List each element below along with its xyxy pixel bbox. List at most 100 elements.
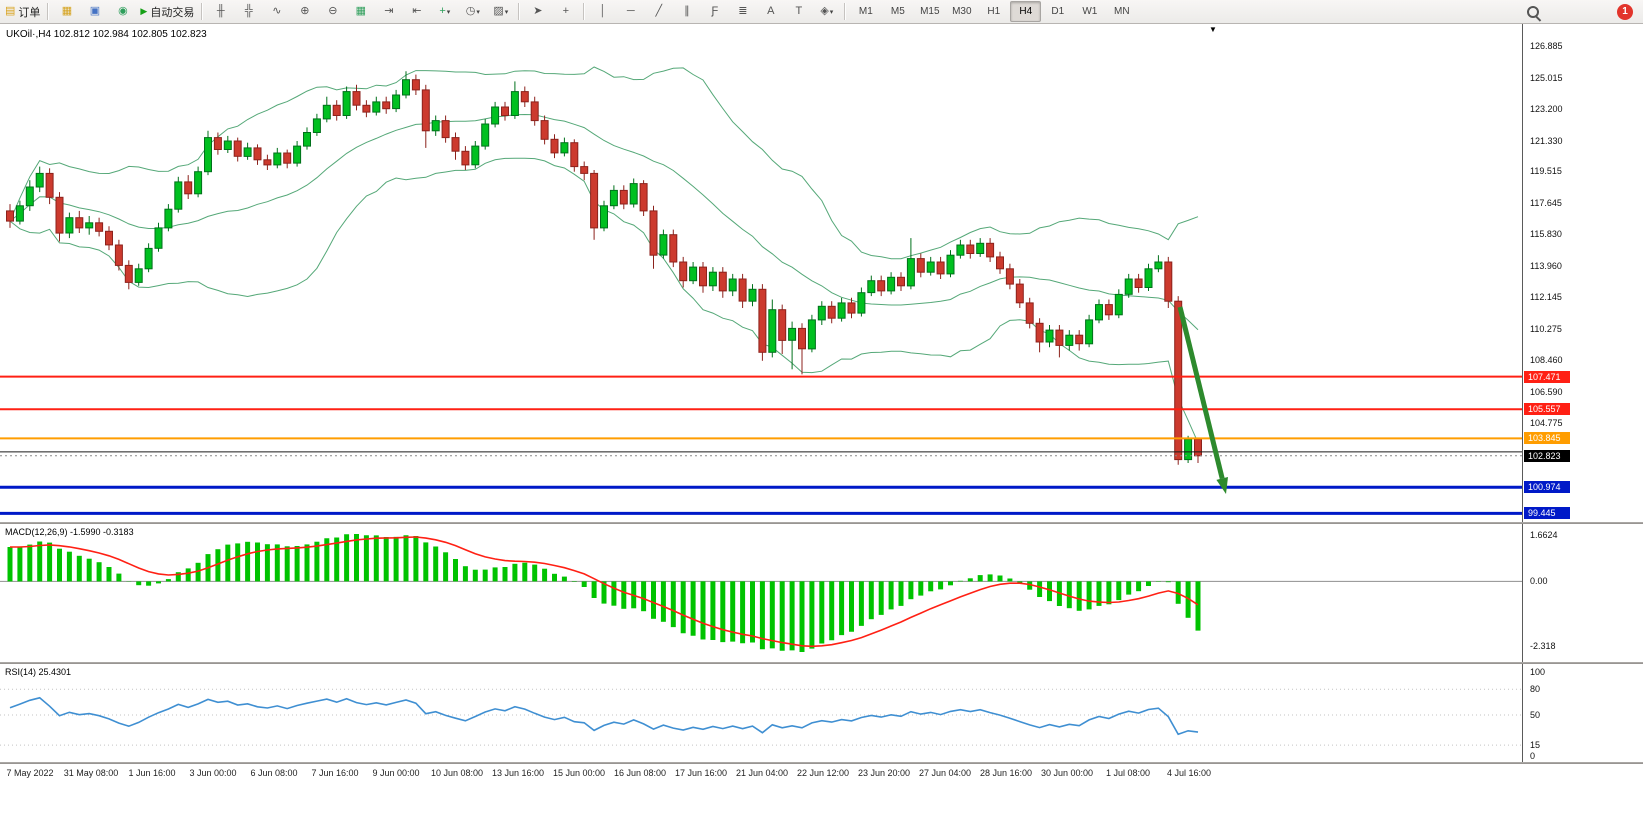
candle (1174, 296, 1183, 465)
profile-icon: ▣ (89, 5, 101, 17)
chart-end-marker-icon[interactable]: ▼ (1209, 25, 1217, 34)
candle (768, 299, 777, 358)
zoom-out-icon: ⊖ (328, 5, 338, 17)
candle (1124, 273, 1133, 298)
price-chart[interactable] (0, 24, 1522, 522)
line-chart-button[interactable]: ∿ (263, 1, 290, 22)
candle (105, 226, 113, 251)
text-button[interactable]: A (757, 1, 784, 22)
community-button[interactable]: ◉ (109, 1, 136, 22)
price-axis-label: 113.960 (1530, 261, 1562, 271)
toolbar: ▤ 订单 ▦ ▣ ◉ ▶ 自动交易 ╫ ╬ ∿ ⊕ ⊖ ▦ ⇥ ⇤ + ▾ ◷ ▾ ▨ ▾ ➤ + │ ─ ╱… (0, 0, 1643, 24)
candle (213, 132, 222, 155)
macd-axis-label: -2.318 (1530, 641, 1556, 651)
vertical-line-button[interactable]: │ (589, 1, 616, 22)
panel-divider[interactable] (0, 662, 1643, 664)
search-icon[interactable] (1524, 3, 1542, 21)
candle (233, 137, 242, 162)
candle (738, 273, 747, 308)
candle (639, 180, 648, 216)
timeframe-w1-button[interactable]: W1 (1082, 6, 1098, 17)
date-label: 9 Jun 00:00 (372, 768, 420, 778)
candlestick-chart-button[interactable]: ╬ (235, 1, 262, 22)
timeframe-m5-button[interactable]: M5 (890, 6, 905, 17)
cursor-button[interactable]: ➤ (524, 1, 551, 22)
candle (788, 321, 797, 370)
date-label: 13 Jun 16:00 (491, 768, 545, 778)
candle (996, 251, 1004, 274)
line-chart-icon: ∿ (272, 5, 282, 17)
rsi-axis-label: 0 (1530, 751, 1536, 761)
date-label: 1 Jun 16:00 (128, 768, 176, 778)
new-order-button[interactable]: ▤ 订单 (2, 1, 43, 22)
rsi-panel: RSI(14) 25.4301 100 80 50 15 0 (0, 664, 1643, 762)
price-axis-label: 115.830 (1530, 229, 1562, 239)
macd-axis[interactable]: 1.6624 0.00 -2.318 (1522, 524, 1643, 662)
candle (243, 142, 252, 160)
timeframe-m1-button[interactable]: M1 (858, 6, 873, 17)
date-label: 21 Jun 04:00 (735, 768, 789, 778)
timeframe-mn-button[interactable]: MN (1114, 6, 1130, 17)
charts-icon: ▦ (61, 5, 73, 17)
candle (501, 101, 509, 121)
bar-chart-button[interactable]: ╫ (207, 1, 234, 22)
candle (956, 239, 965, 259)
label-button[interactable]: T (785, 1, 812, 22)
candle (332, 100, 341, 121)
date-axis[interactable]: 7 May 2022 31 May 08:00 1 Jun 16:00 3 Jun 0… (0, 764, 1643, 782)
candle (35, 166, 44, 193)
candle (342, 86, 351, 119)
fibonacci-button[interactable]: Ƒ (701, 1, 728, 22)
bar-chart-icon: ╫ (216, 5, 225, 17)
macd-chart[interactable] (0, 524, 1522, 662)
auto-scroll-button[interactable]: ⇥ (375, 1, 402, 22)
crosshair-button[interactable]: + (552, 1, 579, 22)
timeframe-m15-button[interactable]: M15 (920, 6, 940, 17)
profile-button[interactable]: ▣ (81, 1, 108, 22)
price-tag: 100.974 (1524, 481, 1570, 493)
zoom-out-button[interactable]: ⊖ (319, 1, 346, 22)
timeframe-h1-button[interactable]: H1 (987, 6, 1001, 17)
candle (1075, 330, 1084, 351)
candle (263, 154, 272, 170)
price-axis[interactable]: 126.885 125.015 123.200 121.330 119.515 117.6… (1522, 24, 1643, 522)
timeframe-h4-button[interactable]: H4 (1010, 1, 1042, 22)
date-label: 27 Jun 04:00 (918, 768, 972, 778)
periods-button[interactable]: ◷ ▾ (459, 1, 486, 22)
templates-button[interactable]: ▨ ▾ (487, 1, 514, 22)
tile-windows-button[interactable]: ▦ (347, 1, 374, 22)
rsi-axis[interactable]: 100 80 50 15 0 (1522, 664, 1643, 762)
candle (471, 141, 480, 169)
dropdown-caret-icon: ▾ (476, 8, 480, 16)
trendline-button[interactable]: ╱ (645, 1, 672, 22)
arrows-button[interactable]: ◈ ▾ (813, 1, 840, 22)
candle (451, 132, 460, 160)
trend-arrow[interactable] (1177, 306, 1225, 480)
candle (817, 301, 826, 325)
shapes-button[interactable]: ≣ (729, 1, 756, 22)
horizontal-line-icon: ─ (626, 5, 635, 17)
channel-button[interactable]: ∥ (673, 1, 700, 22)
candle (25, 180, 34, 211)
candle (966, 239, 975, 259)
horizontal-line-button[interactable]: ─ (617, 1, 644, 22)
panel-divider[interactable] (0, 762, 1643, 764)
timeframe-d1-button[interactable]: D1 (1051, 6, 1065, 17)
price-axis-label: 106.590 (1530, 387, 1563, 397)
toolbar-group: ⊕ ⊖ (291, 1, 346, 22)
timeframe-group: M1 M5 M15 M30 H1 H4 D1 W1 MN (850, 1, 1137, 22)
chart-shift-button[interactable]: ⇤ (403, 1, 430, 22)
candle (312, 113, 321, 136)
timeframe-m30-button[interactable]: M30 (952, 6, 972, 17)
rsi-chart[interactable] (0, 664, 1522, 762)
date-label: 15 Jun 00:00 (552, 768, 606, 778)
notification-badge[interactable]: 1 (1617, 3, 1633, 20)
charts-button[interactable]: ▦ (53, 1, 80, 22)
autotrade-button[interactable]: ▶ 自动交易 (137, 1, 197, 22)
candle (877, 275, 886, 297)
panel-divider[interactable] (0, 522, 1643, 524)
price-tag: 103.845 (1524, 432, 1570, 444)
zoom-in-button[interactable]: ⊕ (291, 1, 318, 22)
indicators-button[interactable]: + ▾ (431, 1, 458, 22)
price-tag: 107.471 (1524, 371, 1570, 383)
